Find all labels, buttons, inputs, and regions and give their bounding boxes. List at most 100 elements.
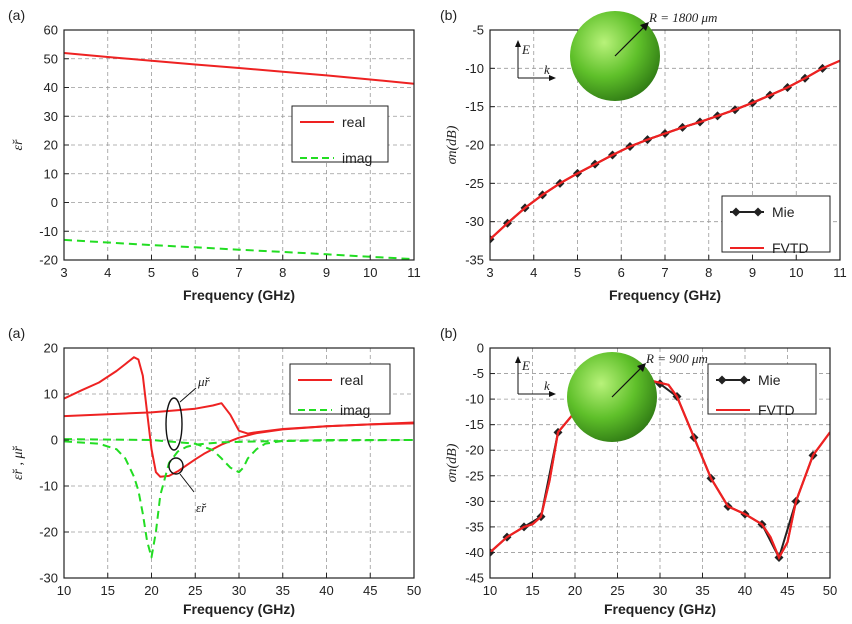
y-tick-label: 0	[51, 195, 58, 210]
e-field-arrowhead	[515, 40, 521, 47]
plot-area	[64, 52, 414, 260]
y-axis-label: ε̆r , μ̆r	[11, 445, 26, 479]
x-axis-label: Frequency (GHz)	[609, 287, 721, 303]
plot-area	[490, 59, 840, 244]
y-tick-label: -20	[39, 253, 58, 268]
y-tick-label: 60	[44, 23, 58, 38]
legend-marker-mie	[753, 207, 763, 217]
epsilon-annotation: ε̆r	[196, 500, 207, 515]
e-field-label: E	[521, 42, 530, 57]
y-axis-label: ε̆r	[11, 139, 26, 151]
legend: real imag	[289, 363, 391, 418]
y-tick-label: 10	[44, 166, 58, 181]
series-line-curve-3	[64, 438, 414, 474]
x-axis-label: Frequency (GHz)	[183, 601, 295, 617]
x-tick-label: 7	[235, 265, 242, 280]
y-axis-label: σn(dB)	[445, 125, 460, 164]
x-tick-label: 30	[653, 583, 667, 598]
k-vector-arrowhead	[549, 75, 556, 81]
legend-label-imag: imag	[342, 150, 372, 166]
mu-leader-line	[179, 387, 197, 403]
mu-annotation: μ̆r	[197, 374, 211, 389]
x-tick-label: 5	[574, 265, 581, 280]
sphere-inset: R = 1800 μm Ek	[515, 10, 717, 101]
plot-area	[64, 356, 414, 559]
y-tick-label: 30	[44, 109, 58, 124]
x-tick-label: 5	[148, 265, 155, 280]
x-tick-label: 10	[57, 583, 71, 598]
x-tick-label: 6	[192, 265, 199, 280]
y-tick-label: 50	[44, 51, 58, 66]
y-tick-label: -20	[465, 138, 484, 153]
epsilon-leader-line	[179, 473, 195, 493]
series-line-real	[64, 52, 414, 85]
legend-marker-mie	[731, 207, 741, 217]
x-tick-label: 10	[483, 583, 497, 598]
y-tick-label: -30	[465, 494, 484, 509]
legend-box	[721, 195, 831, 253]
radius-annotation: R = 1800 μm	[648, 10, 717, 25]
x-axis-label: Frequency (GHz)	[604, 601, 716, 617]
mu-ellipse	[165, 397, 183, 451]
y-tick-label: -40	[465, 545, 484, 560]
x-tick-label: 7	[661, 265, 668, 280]
curve-annotations: μ̆r ε̆r	[165, 374, 211, 515]
chart-panel-2: 3 4 5 6 7 8 9 10 11 -35 -30 -25 -20 -15 -10 -5 Frequency…	[440, 7, 847, 303]
x-tick-label: 10	[363, 265, 377, 280]
x-tick-label: 4	[104, 265, 111, 280]
x-tick-label: 3	[486, 265, 493, 280]
x-tick-label: 35	[695, 583, 709, 598]
chart-panel-4: 10 15 20 25 30 35 40 45 50 -45 -40 -35 -30 -25 -20 -15 -…	[440, 325, 837, 617]
x-tick-label: 8	[279, 265, 286, 280]
legend: Mie FVTD	[707, 363, 817, 418]
y-tick-label: -25	[465, 176, 484, 191]
panel-label: (a)	[8, 325, 25, 341]
radius-arrow	[614, 23, 648, 57]
y-tick-label: 10	[44, 387, 58, 402]
x-tick-label: 20	[144, 583, 158, 598]
x-tick-label: 25	[188, 583, 202, 598]
x-tick-label: 10	[789, 265, 803, 280]
panel-label: (b)	[440, 7, 457, 23]
series-line-fvtd	[490, 59, 840, 241]
panel-label: (a)	[8, 7, 25, 23]
y-tick-label: -15	[465, 99, 484, 114]
legend-marker-mie	[739, 375, 749, 385]
y-tick-label: -30	[465, 214, 484, 229]
y-tick-label: 0	[477, 341, 484, 356]
y-tick-label: -20	[465, 443, 484, 458]
x-tick-label: 9	[323, 265, 330, 280]
x-tick-label: 11	[833, 265, 847, 280]
radius-arrowhead	[640, 22, 649, 31]
e-field-label: E	[521, 358, 530, 373]
sphere-inset: R = 900 μm Ek	[515, 351, 708, 442]
y-tick-label: 0	[51, 433, 58, 448]
y-tick-label: -10	[39, 479, 58, 494]
x-tick-label: 9	[749, 265, 756, 280]
x-tick-label: 4	[530, 265, 537, 280]
legend-label-fvtd: FVTD	[772, 240, 809, 256]
y-tick-label: -15	[465, 417, 484, 432]
y-tick-label: 20	[44, 341, 58, 356]
x-tick-label: 35	[276, 583, 290, 598]
x-tick-label: 40	[319, 583, 333, 598]
series-line-curve-1	[64, 402, 414, 435]
y-tick-label: 40	[44, 80, 58, 95]
legend: Mie FVTD	[721, 195, 831, 256]
y-tick-label: -10	[465, 61, 484, 76]
epsilon-ellipse	[168, 457, 184, 475]
y-tick-label: -5	[472, 366, 484, 381]
y-tick-label: -10	[465, 392, 484, 407]
legend-label-real: real	[342, 114, 365, 130]
x-tick-label: 15	[525, 583, 539, 598]
y-tick-label: -35	[465, 253, 484, 268]
chart-panel-3: 10 15 20 25 30 35 40 45 50 -30 -20 -10 0 10 20 Frequenc…	[8, 325, 421, 617]
y-tick-label: -25	[465, 468, 484, 483]
x-tick-label: 25	[610, 583, 624, 598]
y-tick-label: 20	[44, 138, 58, 153]
legend-box	[289, 363, 391, 415]
panel-label: (b)	[440, 325, 457, 341]
legend-label-imag: imag	[340, 402, 370, 418]
y-tick-label: -30	[39, 571, 58, 586]
legend-marker-mie	[717, 375, 727, 385]
